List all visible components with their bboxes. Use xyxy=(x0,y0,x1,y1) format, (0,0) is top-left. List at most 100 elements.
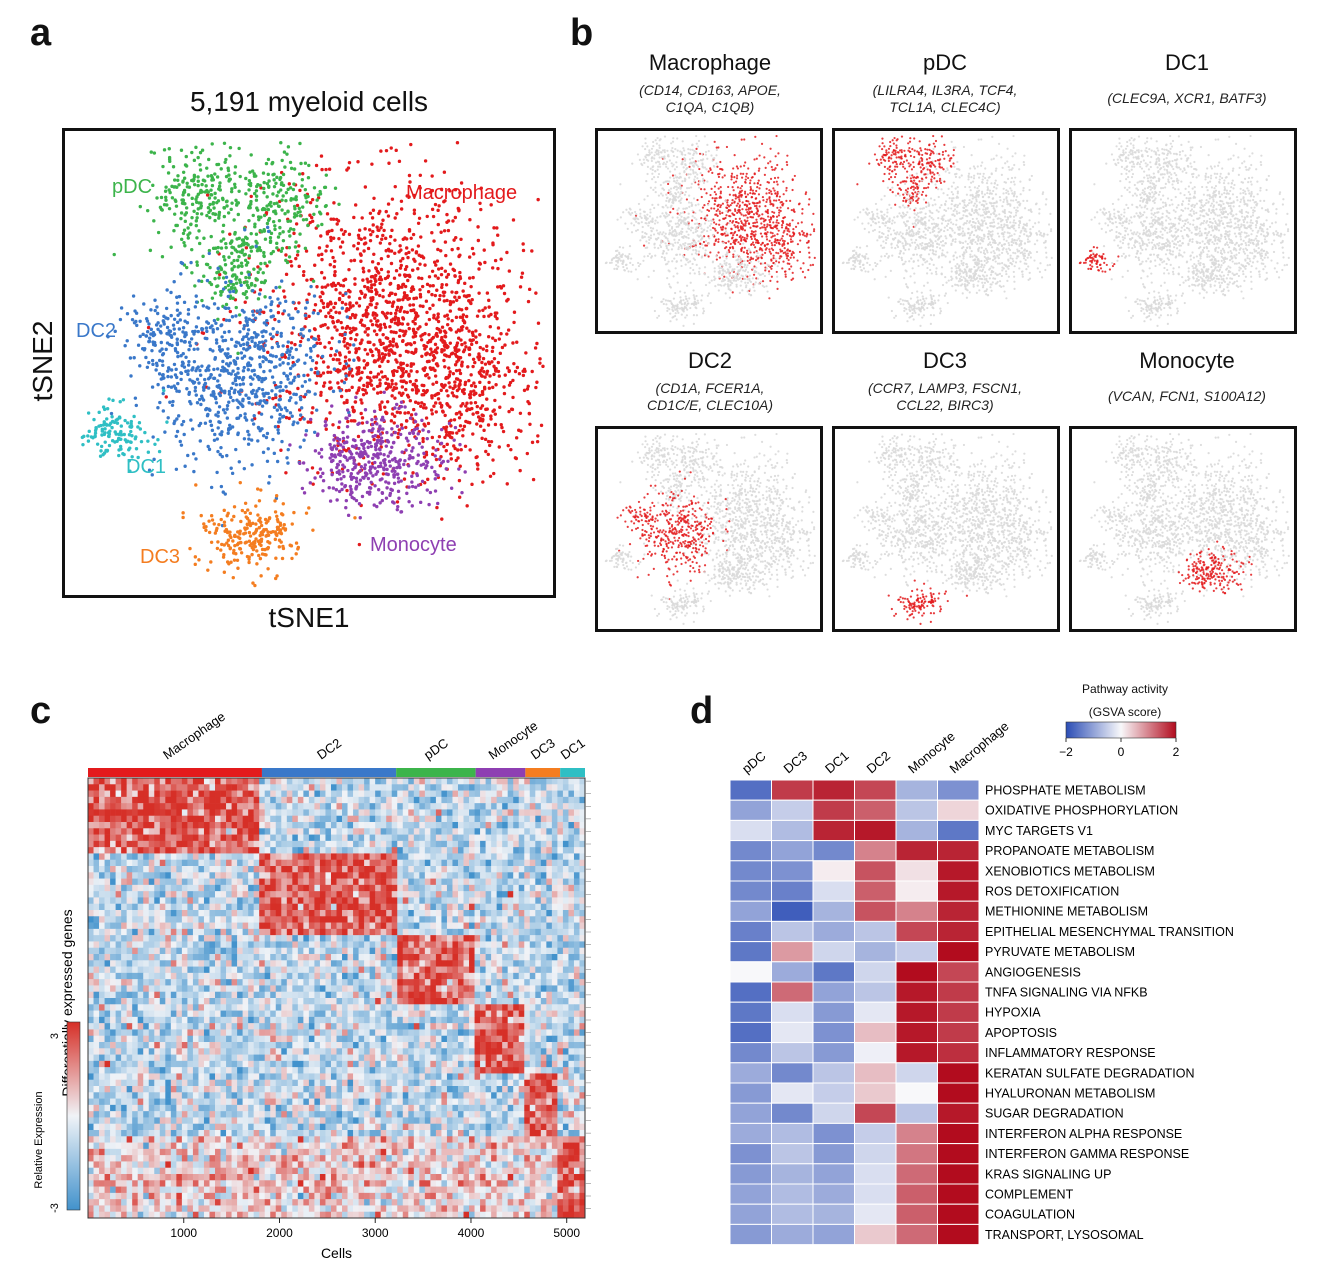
tsne-point xyxy=(178,311,182,315)
marker-point xyxy=(718,196,721,199)
tsne-point xyxy=(425,372,429,377)
tsne-point xyxy=(426,477,430,482)
tsne-point xyxy=(208,265,212,270)
tsne-point xyxy=(279,188,283,192)
tsne-point xyxy=(439,427,444,432)
marker-point xyxy=(772,187,775,190)
marker-point xyxy=(780,200,783,204)
marker-point xyxy=(660,151,663,154)
tsne-point xyxy=(424,389,429,394)
marker-point xyxy=(675,176,678,179)
marker-point xyxy=(769,252,773,255)
tsne-point xyxy=(375,302,379,306)
tsne-point xyxy=(358,341,363,346)
marker-point xyxy=(752,224,755,228)
tsne-point xyxy=(292,363,297,367)
tsne-point xyxy=(152,340,157,345)
marker-point xyxy=(779,206,782,209)
tsne-point xyxy=(249,153,253,157)
tsne-point xyxy=(288,186,293,190)
tsne-point xyxy=(138,427,143,431)
tsne-point xyxy=(226,283,231,288)
tsne-point xyxy=(266,207,271,212)
tsne-point xyxy=(436,397,441,401)
tsne-point xyxy=(320,167,324,172)
marker-point xyxy=(768,191,771,195)
marker-point xyxy=(783,216,787,219)
tsne-point xyxy=(413,485,418,489)
marker-point xyxy=(726,199,729,202)
tsne-point xyxy=(342,278,346,283)
tsne-point xyxy=(188,343,193,348)
tsne-point xyxy=(260,547,265,552)
marker-point xyxy=(693,180,696,183)
tsne-point xyxy=(239,261,244,265)
tsne-point xyxy=(281,172,286,177)
tsne-point xyxy=(378,364,382,369)
tsne-point xyxy=(182,190,187,194)
tsne-point xyxy=(231,398,235,403)
tsne-point xyxy=(336,381,340,385)
tsne-point xyxy=(174,223,178,228)
tsne-point xyxy=(166,384,171,389)
tsne-point xyxy=(427,332,431,337)
tsne-point xyxy=(147,339,152,344)
tsne-point xyxy=(344,362,349,366)
tsne-point xyxy=(474,335,478,339)
tsne-point xyxy=(351,438,356,442)
tsne-point xyxy=(195,236,199,240)
tsne-point xyxy=(402,477,407,481)
tsne-point xyxy=(220,389,224,393)
tsne-point xyxy=(275,408,280,412)
tsne-point xyxy=(403,471,408,475)
tsne-point xyxy=(495,316,499,321)
tsne-point xyxy=(285,245,289,250)
tsne-point xyxy=(260,552,265,556)
tsne-point xyxy=(189,418,193,422)
tsne-point xyxy=(310,411,314,415)
tsne-point xyxy=(338,245,343,249)
tsne-point xyxy=(225,416,230,420)
marker-point xyxy=(749,191,752,195)
tsne-point xyxy=(225,199,229,203)
tsne-point xyxy=(207,196,212,200)
tsne-point xyxy=(426,429,431,434)
tsne-point xyxy=(496,285,500,289)
tsne-point xyxy=(425,310,429,315)
tsne-point xyxy=(229,535,233,540)
tsne-point xyxy=(336,452,341,457)
tsne-point xyxy=(278,384,283,389)
marker-point xyxy=(698,180,702,183)
tsne-point xyxy=(329,235,333,240)
marker-point xyxy=(675,181,678,185)
marker-point xyxy=(768,239,771,242)
tsne-point xyxy=(275,574,279,578)
tsne-point xyxy=(381,288,385,292)
tsne-point xyxy=(261,171,266,175)
tsne-point xyxy=(180,201,185,205)
tsne-point xyxy=(270,389,274,393)
tsne-point xyxy=(276,235,281,239)
marker-point xyxy=(698,186,701,189)
tsne-point xyxy=(409,142,413,147)
tsne-point xyxy=(285,456,289,460)
tsne-point xyxy=(262,229,267,233)
tsne-point xyxy=(245,283,250,288)
tsne-point xyxy=(408,431,412,436)
tsne-point xyxy=(207,251,211,256)
tsne-point xyxy=(500,345,505,350)
tsne-point xyxy=(228,546,232,551)
tsne-point xyxy=(414,378,418,383)
tsne-point xyxy=(357,502,362,506)
tsne-point xyxy=(340,379,344,383)
tsne-point xyxy=(247,275,251,280)
tsne-point xyxy=(233,171,237,175)
marker-point xyxy=(747,167,750,170)
tsne-point xyxy=(396,286,400,291)
marker-point xyxy=(789,256,792,259)
tsne-point xyxy=(276,344,281,349)
marker-point xyxy=(812,229,816,233)
tsne-point xyxy=(372,359,377,363)
tsne-point xyxy=(183,339,187,344)
tsne-point xyxy=(249,438,254,442)
